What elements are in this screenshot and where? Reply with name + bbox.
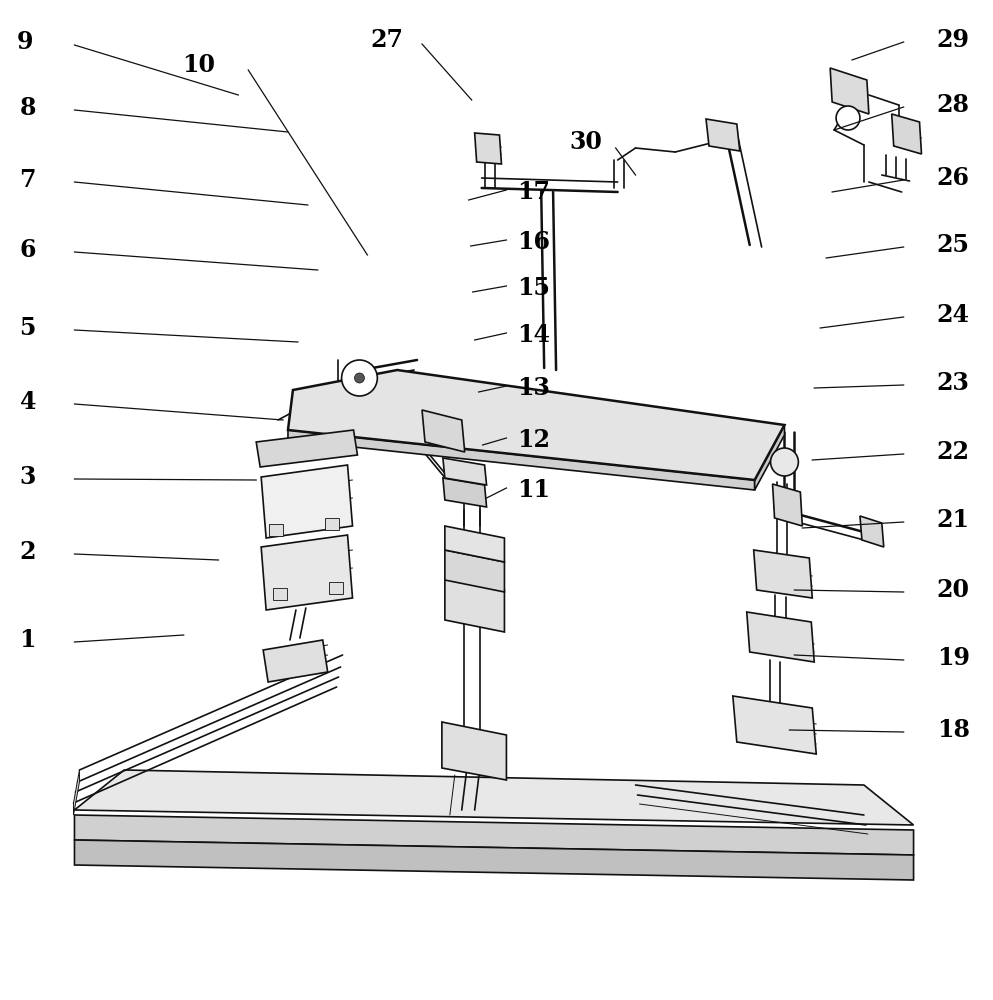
Polygon shape bbox=[773, 484, 802, 526]
Text: 12: 12 bbox=[516, 428, 550, 452]
Polygon shape bbox=[830, 68, 869, 114]
Text: 19: 19 bbox=[936, 646, 970, 670]
Text: 21: 21 bbox=[936, 508, 970, 532]
Polygon shape bbox=[422, 410, 465, 452]
Text: 2: 2 bbox=[20, 540, 36, 564]
Polygon shape bbox=[445, 578, 504, 632]
Polygon shape bbox=[443, 478, 487, 507]
Bar bbox=[329, 582, 343, 594]
Text: 24: 24 bbox=[936, 303, 970, 327]
Polygon shape bbox=[706, 119, 740, 151]
Text: 5: 5 bbox=[20, 316, 36, 340]
Polygon shape bbox=[475, 133, 501, 164]
Text: 27: 27 bbox=[370, 28, 404, 52]
Polygon shape bbox=[754, 550, 812, 598]
Polygon shape bbox=[445, 526, 504, 562]
Text: 13: 13 bbox=[516, 376, 550, 400]
Polygon shape bbox=[288, 430, 755, 490]
Polygon shape bbox=[442, 722, 506, 780]
Polygon shape bbox=[73, 770, 79, 815]
Text: 28: 28 bbox=[936, 93, 970, 117]
Text: 6: 6 bbox=[20, 238, 36, 262]
Text: 3: 3 bbox=[20, 465, 36, 489]
Circle shape bbox=[355, 373, 364, 383]
Polygon shape bbox=[443, 458, 487, 485]
Text: 30: 30 bbox=[569, 130, 603, 154]
Text: 17: 17 bbox=[516, 180, 550, 204]
Text: 1: 1 bbox=[20, 628, 36, 652]
Polygon shape bbox=[445, 550, 504, 592]
Text: 29: 29 bbox=[936, 28, 970, 52]
Text: 26: 26 bbox=[936, 166, 970, 190]
Bar bbox=[269, 524, 283, 536]
Polygon shape bbox=[733, 696, 816, 754]
Polygon shape bbox=[261, 465, 353, 538]
Polygon shape bbox=[256, 430, 357, 467]
Text: 11: 11 bbox=[516, 478, 550, 502]
Text: 15: 15 bbox=[516, 276, 550, 300]
Polygon shape bbox=[747, 612, 814, 662]
Polygon shape bbox=[74, 840, 914, 880]
Bar bbox=[273, 588, 287, 600]
Text: 14: 14 bbox=[516, 323, 550, 347]
Text: 16: 16 bbox=[516, 230, 550, 254]
Text: 20: 20 bbox=[936, 578, 970, 602]
Text: 4: 4 bbox=[20, 390, 36, 414]
Circle shape bbox=[771, 448, 798, 476]
Text: 9: 9 bbox=[17, 30, 33, 54]
Polygon shape bbox=[755, 425, 784, 490]
Text: 23: 23 bbox=[936, 371, 970, 395]
Polygon shape bbox=[74, 815, 914, 855]
Circle shape bbox=[342, 360, 377, 396]
Polygon shape bbox=[860, 516, 884, 547]
Text: 22: 22 bbox=[936, 440, 970, 464]
Text: 25: 25 bbox=[936, 233, 970, 257]
Polygon shape bbox=[261, 535, 353, 610]
Polygon shape bbox=[263, 640, 328, 682]
Bar bbox=[325, 518, 339, 530]
Text: 8: 8 bbox=[20, 96, 36, 120]
Polygon shape bbox=[288, 370, 784, 480]
Text: 10: 10 bbox=[182, 53, 215, 77]
Text: 7: 7 bbox=[20, 168, 36, 192]
Circle shape bbox=[836, 106, 860, 130]
Polygon shape bbox=[892, 114, 922, 154]
Polygon shape bbox=[74, 770, 914, 825]
Text: 18: 18 bbox=[936, 718, 970, 742]
